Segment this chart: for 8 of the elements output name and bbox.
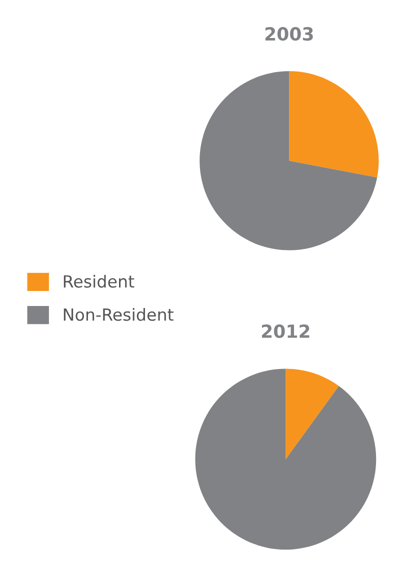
chart-title: 2003 [265,27,313,41]
pie-slice [286,368,339,460]
legend-label: Non-Resident [64,308,174,321]
chart-title: 2012 [262,324,310,338]
pie-slice [195,368,376,550]
legend-label: Resident [64,274,134,288]
pie-slice [200,71,378,250]
pie-slice [289,71,379,178]
